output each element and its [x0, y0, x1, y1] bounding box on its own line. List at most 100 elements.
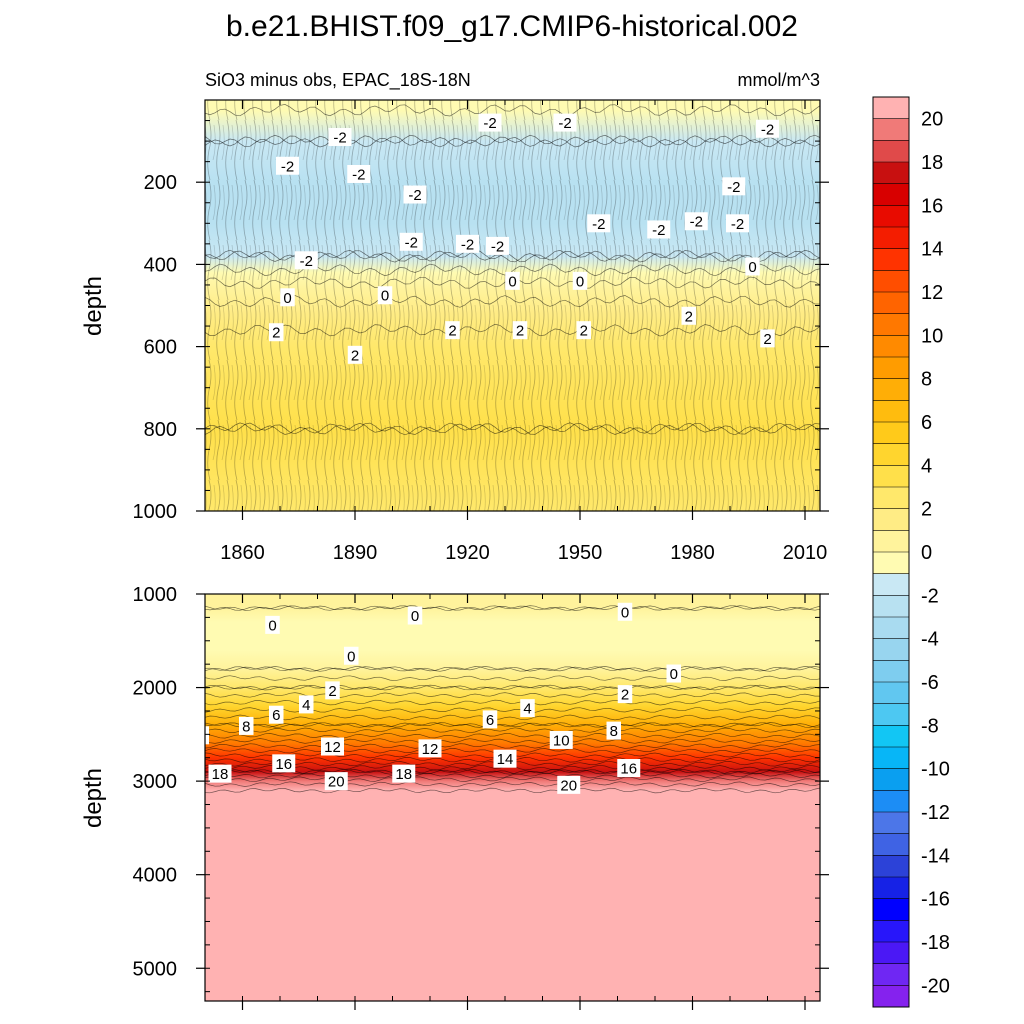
contour-label: 0: [407, 606, 423, 625]
colorbar-label: 12: [921, 282, 943, 304]
isoline: [205, 743, 820, 749]
contour-label-text: -2: [281, 158, 294, 175]
isoline: [205, 722, 820, 728]
contour-label-text: 6: [272, 707, 280, 724]
isoline: [205, 422, 820, 435]
contour-label-text: 8: [242, 718, 250, 735]
colorbar-label: 18: [921, 152, 943, 174]
contour-label-text: 2: [621, 687, 629, 704]
contour-label-text: -2: [731, 216, 744, 233]
contour-label-text: 18: [395, 766, 412, 783]
colorbar-label: -16: [921, 889, 950, 911]
contour-label-text: 0: [576, 273, 584, 290]
y-tick-label: 200: [144, 172, 177, 194]
contour-label-text: -2: [592, 216, 605, 233]
colorbar-swatch: [873, 465, 909, 488]
isoline: [205, 732, 820, 739]
colorbar-frame: [872, 96, 910, 1008]
y-tick-label: 400: [144, 254, 177, 276]
colorbar-swatch: [873, 790, 909, 813]
isoline: [205, 666, 820, 672]
colorbar-swatch: [873, 552, 909, 575]
x-tick-label: 1890: [333, 542, 378, 564]
contour-label-text: 4: [302, 697, 310, 714]
colorbar-swatch: [873, 162, 909, 185]
colorbar-label: -18: [921, 932, 950, 954]
contour-label: -2: [722, 177, 746, 196]
y-tick-label: 2000: [133, 678, 178, 700]
upper-y-axis-label: depth: [80, 276, 107, 336]
contour-label-text: 2: [351, 347, 359, 364]
colorbar-swatch: [873, 638, 909, 661]
contour-label-text: 2: [272, 325, 280, 342]
colorbar-swatch: [873, 898, 909, 921]
x-tick-label: 2010: [783, 542, 828, 564]
colorbar-label: 6: [921, 412, 932, 434]
colorbar-swatch: [873, 833, 909, 856]
contour-label: 16: [272, 754, 296, 773]
contour-label: -2: [486, 236, 509, 255]
colorbar-swatch: [873, 422, 909, 445]
lower-panel: 0 0 0 0 0 2 2 4 4 6 6 8 8 10 10 12 12 14 16 16 18 18 20 20 1000…: [80, 584, 829, 1010]
colorbar-swatch: [873, 855, 909, 878]
contour-label: 12: [418, 739, 442, 758]
contour-label: 2: [347, 345, 363, 364]
colorbar-label: -10: [921, 759, 950, 781]
contour-label-text: 0: [347, 648, 355, 665]
colorbar-label: 14: [921, 239, 943, 261]
isoline: [205, 727, 820, 734]
colorbar-swatch: [873, 227, 909, 250]
contour-label-text: 0: [621, 604, 629, 621]
colorbar-swatch: [873, 508, 909, 531]
colorbar-swatch: [873, 573, 909, 596]
y-tick-label: 3000: [133, 771, 178, 793]
colorbar-swatch: [873, 97, 909, 120]
contour-label-text: 2: [685, 308, 693, 325]
isoline: [205, 323, 820, 337]
contour-label: 8: [606, 721, 621, 740]
contour-label-text: 6: [486, 712, 494, 729]
colorbar-swatch: [873, 617, 909, 640]
contour-label: 2: [617, 685, 633, 704]
contour-label: 6: [269, 705, 284, 724]
y-tick-label: 1000: [133, 501, 178, 523]
colorbar-swatch: [873, 292, 909, 315]
isoline: [205, 781, 820, 788]
lower-field: [205, 594, 820, 1001]
figure-title: b.e21.BHIST.f09_g17.CMIP6-historical.002: [226, 10, 798, 43]
contour-label-text: 10: [553, 732, 570, 749]
contour-label: -2: [684, 212, 708, 231]
contour-label: 20: [324, 772, 348, 791]
colorbar-swatch: [873, 768, 909, 791]
contour-label: -2: [553, 113, 577, 132]
colorbar-swatch: [873, 963, 909, 986]
colorbar-swatch: [873, 703, 909, 726]
lower-isolines: [205, 605, 820, 794]
isoline: [205, 692, 820, 698]
contour-label: 4: [520, 699, 535, 718]
contour-label-text: 0: [268, 617, 276, 634]
contour-label-text: 2: [516, 323, 524, 340]
contour-label: 18: [392, 764, 416, 783]
colorbar-label: -14: [921, 845, 950, 867]
colorbar-swatch: [873, 660, 909, 683]
contour-label-text: -2: [461, 236, 474, 253]
colorbar-swatch: [873, 747, 909, 770]
contour-label: -2: [399, 232, 423, 251]
x-tick-label: 1950: [558, 542, 603, 564]
colorbar-label: -12: [921, 802, 950, 824]
contour-label-text: 12: [422, 741, 439, 758]
colorbar-label: -20: [921, 975, 950, 997]
contour-label: 0: [572, 271, 588, 290]
colorbar-label: 4: [921, 455, 932, 477]
contour-label: 2: [576, 321, 591, 340]
colorbar-swatch: [873, 400, 909, 423]
colorbar-swatch: [873, 183, 909, 206]
contour-label: 0: [344, 646, 359, 665]
isoline: [205, 768, 820, 775]
contour-label-text: 0: [748, 259, 756, 276]
colorbar-swatch: [873, 725, 909, 748]
colorbar-swatch: [873, 313, 909, 336]
colorbar-swatch: [873, 248, 909, 271]
